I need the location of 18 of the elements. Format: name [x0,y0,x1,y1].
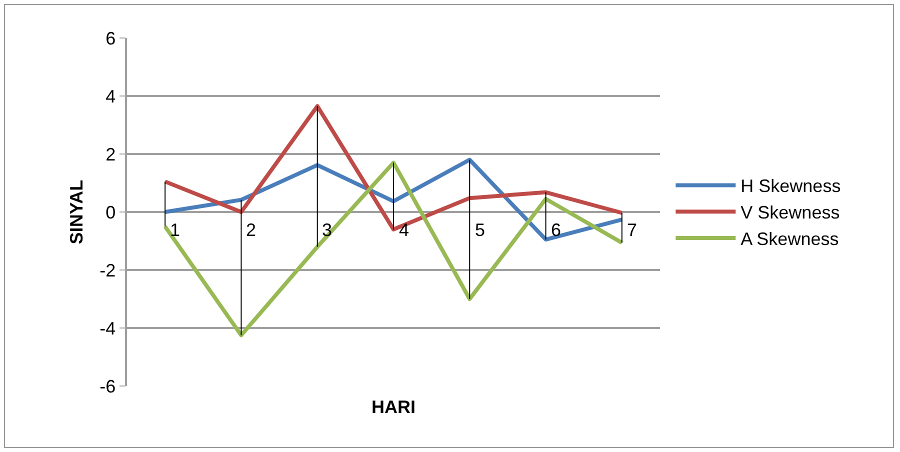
y-tick-label: -6 [100,376,116,396]
legend-label: H Skewness [740,176,841,196]
y-axis-title: SINYAL [66,180,86,244]
x-tick-label: 2 [246,220,256,240]
x-tick-label: 5 [475,220,486,240]
y-tick-label: 2 [106,144,116,164]
y-tick-label: 4 [106,86,116,106]
x-tick-label: 1 [170,220,180,240]
line-series [163,160,624,338]
y-tick-label: -2 [100,260,116,280]
legend-label: A Skewness [740,229,839,250]
x-tick-label: 6 [551,220,562,240]
y-tick-label: 0 [106,202,116,222]
y-tick-label: 6 [106,28,116,48]
legend-label: V Skewness [740,202,840,223]
y-tick-label: -4 [100,318,116,338]
x-tick-label: 7 [627,220,638,240]
x-axis-title: HARI [372,397,416,418]
